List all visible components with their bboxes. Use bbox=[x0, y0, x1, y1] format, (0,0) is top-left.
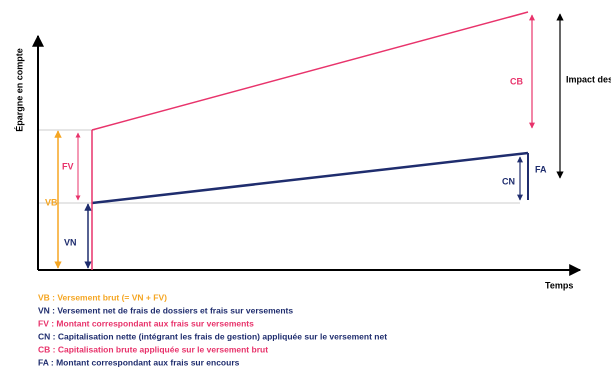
legend-item: FA : Montant correspondant aux frais sur… bbox=[38, 357, 240, 367]
cn-label: CN bbox=[502, 176, 515, 186]
legend: VB : Versement brut (= VN + FV) VN : Vers… bbox=[38, 292, 387, 367]
vn-label: VN bbox=[64, 237, 77, 247]
x-label: Temps bbox=[545, 280, 573, 290]
cb-label: CB bbox=[510, 76, 523, 86]
legend-item: VB : Versement brut (= VN + FV) bbox=[38, 292, 167, 302]
legend-item: CN : Capitalisation nette (intégrant les… bbox=[38, 331, 387, 341]
guides bbox=[38, 129, 520, 204]
gross-line bbox=[91, 11, 529, 131]
vb-label: VB bbox=[45, 197, 58, 207]
legend-item: VN : Versement net de frais de dossiers … bbox=[38, 305, 293, 315]
legend-item: CB : Capitalisation brute appliquée sur … bbox=[38, 344, 268, 354]
net-line bbox=[91, 151, 529, 205]
fa-label: FA bbox=[535, 164, 547, 174]
legend-item: FV : Montant correspondant aux frais sur… bbox=[38, 318, 254, 328]
y-label: Épargne en compte bbox=[14, 48, 24, 132]
impact-label: Impact des frais bbox=[566, 74, 611, 84]
fv-label: FV bbox=[62, 161, 74, 171]
